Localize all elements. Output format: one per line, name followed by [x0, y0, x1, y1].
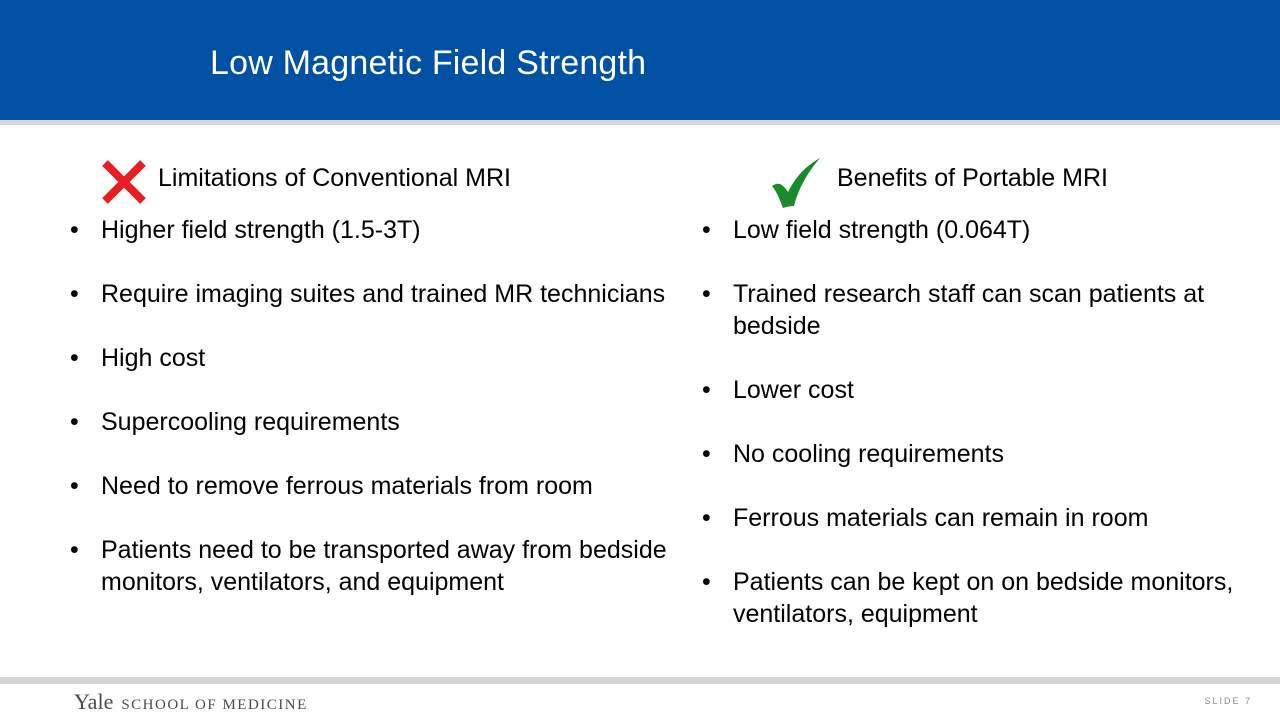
brand-yale: Yale [74, 689, 114, 714]
list-item: Low field strength (0.064T) [702, 214, 1262, 246]
check-icon [772, 158, 820, 208]
slide-number: SLIDE 7 [1204, 696, 1252, 706]
right-column-heading: Benefits of Portable MRI [837, 164, 1108, 192]
yale-logo: Yale SCHOOL OF MEDICINE [74, 690, 308, 717]
list-item: No cooling requirements [702, 438, 1262, 470]
header-divider [0, 120, 1280, 125]
list-item: Patients can be kept on on bedside monit… [702, 566, 1262, 630]
list-item: Require imaging suites and trained MR te… [70, 278, 670, 310]
slide-title: Low Magnetic Field Strength [210, 44, 647, 82]
list-item: Supercooling requirements [70, 406, 670, 438]
benefits-list: Low field strength (0.064T) Trained rese… [702, 214, 1262, 662]
list-item: Patients need to be transported away fro… [70, 534, 670, 598]
list-item: Ferrous materials can remain in room [702, 502, 1262, 534]
limitations-list: Higher field strength (1.5-3T) Require i… [70, 214, 670, 630]
title-bar: Low Magnetic Field Strength [0, 0, 1280, 120]
left-column-heading: Limitations of Conventional MRI [158, 164, 511, 192]
list-item: High cost [70, 342, 670, 374]
list-item: Need to remove ferrous materials from ro… [70, 470, 670, 502]
footer-divider [0, 677, 1280, 684]
list-item: Lower cost [702, 374, 1262, 406]
list-item: Higher field strength (1.5-3T) [70, 214, 670, 246]
cross-icon [102, 160, 146, 204]
brand-school: SCHOOL OF MEDICINE [121, 697, 308, 713]
list-item: Trained research staff can scan patients… [702, 278, 1262, 342]
